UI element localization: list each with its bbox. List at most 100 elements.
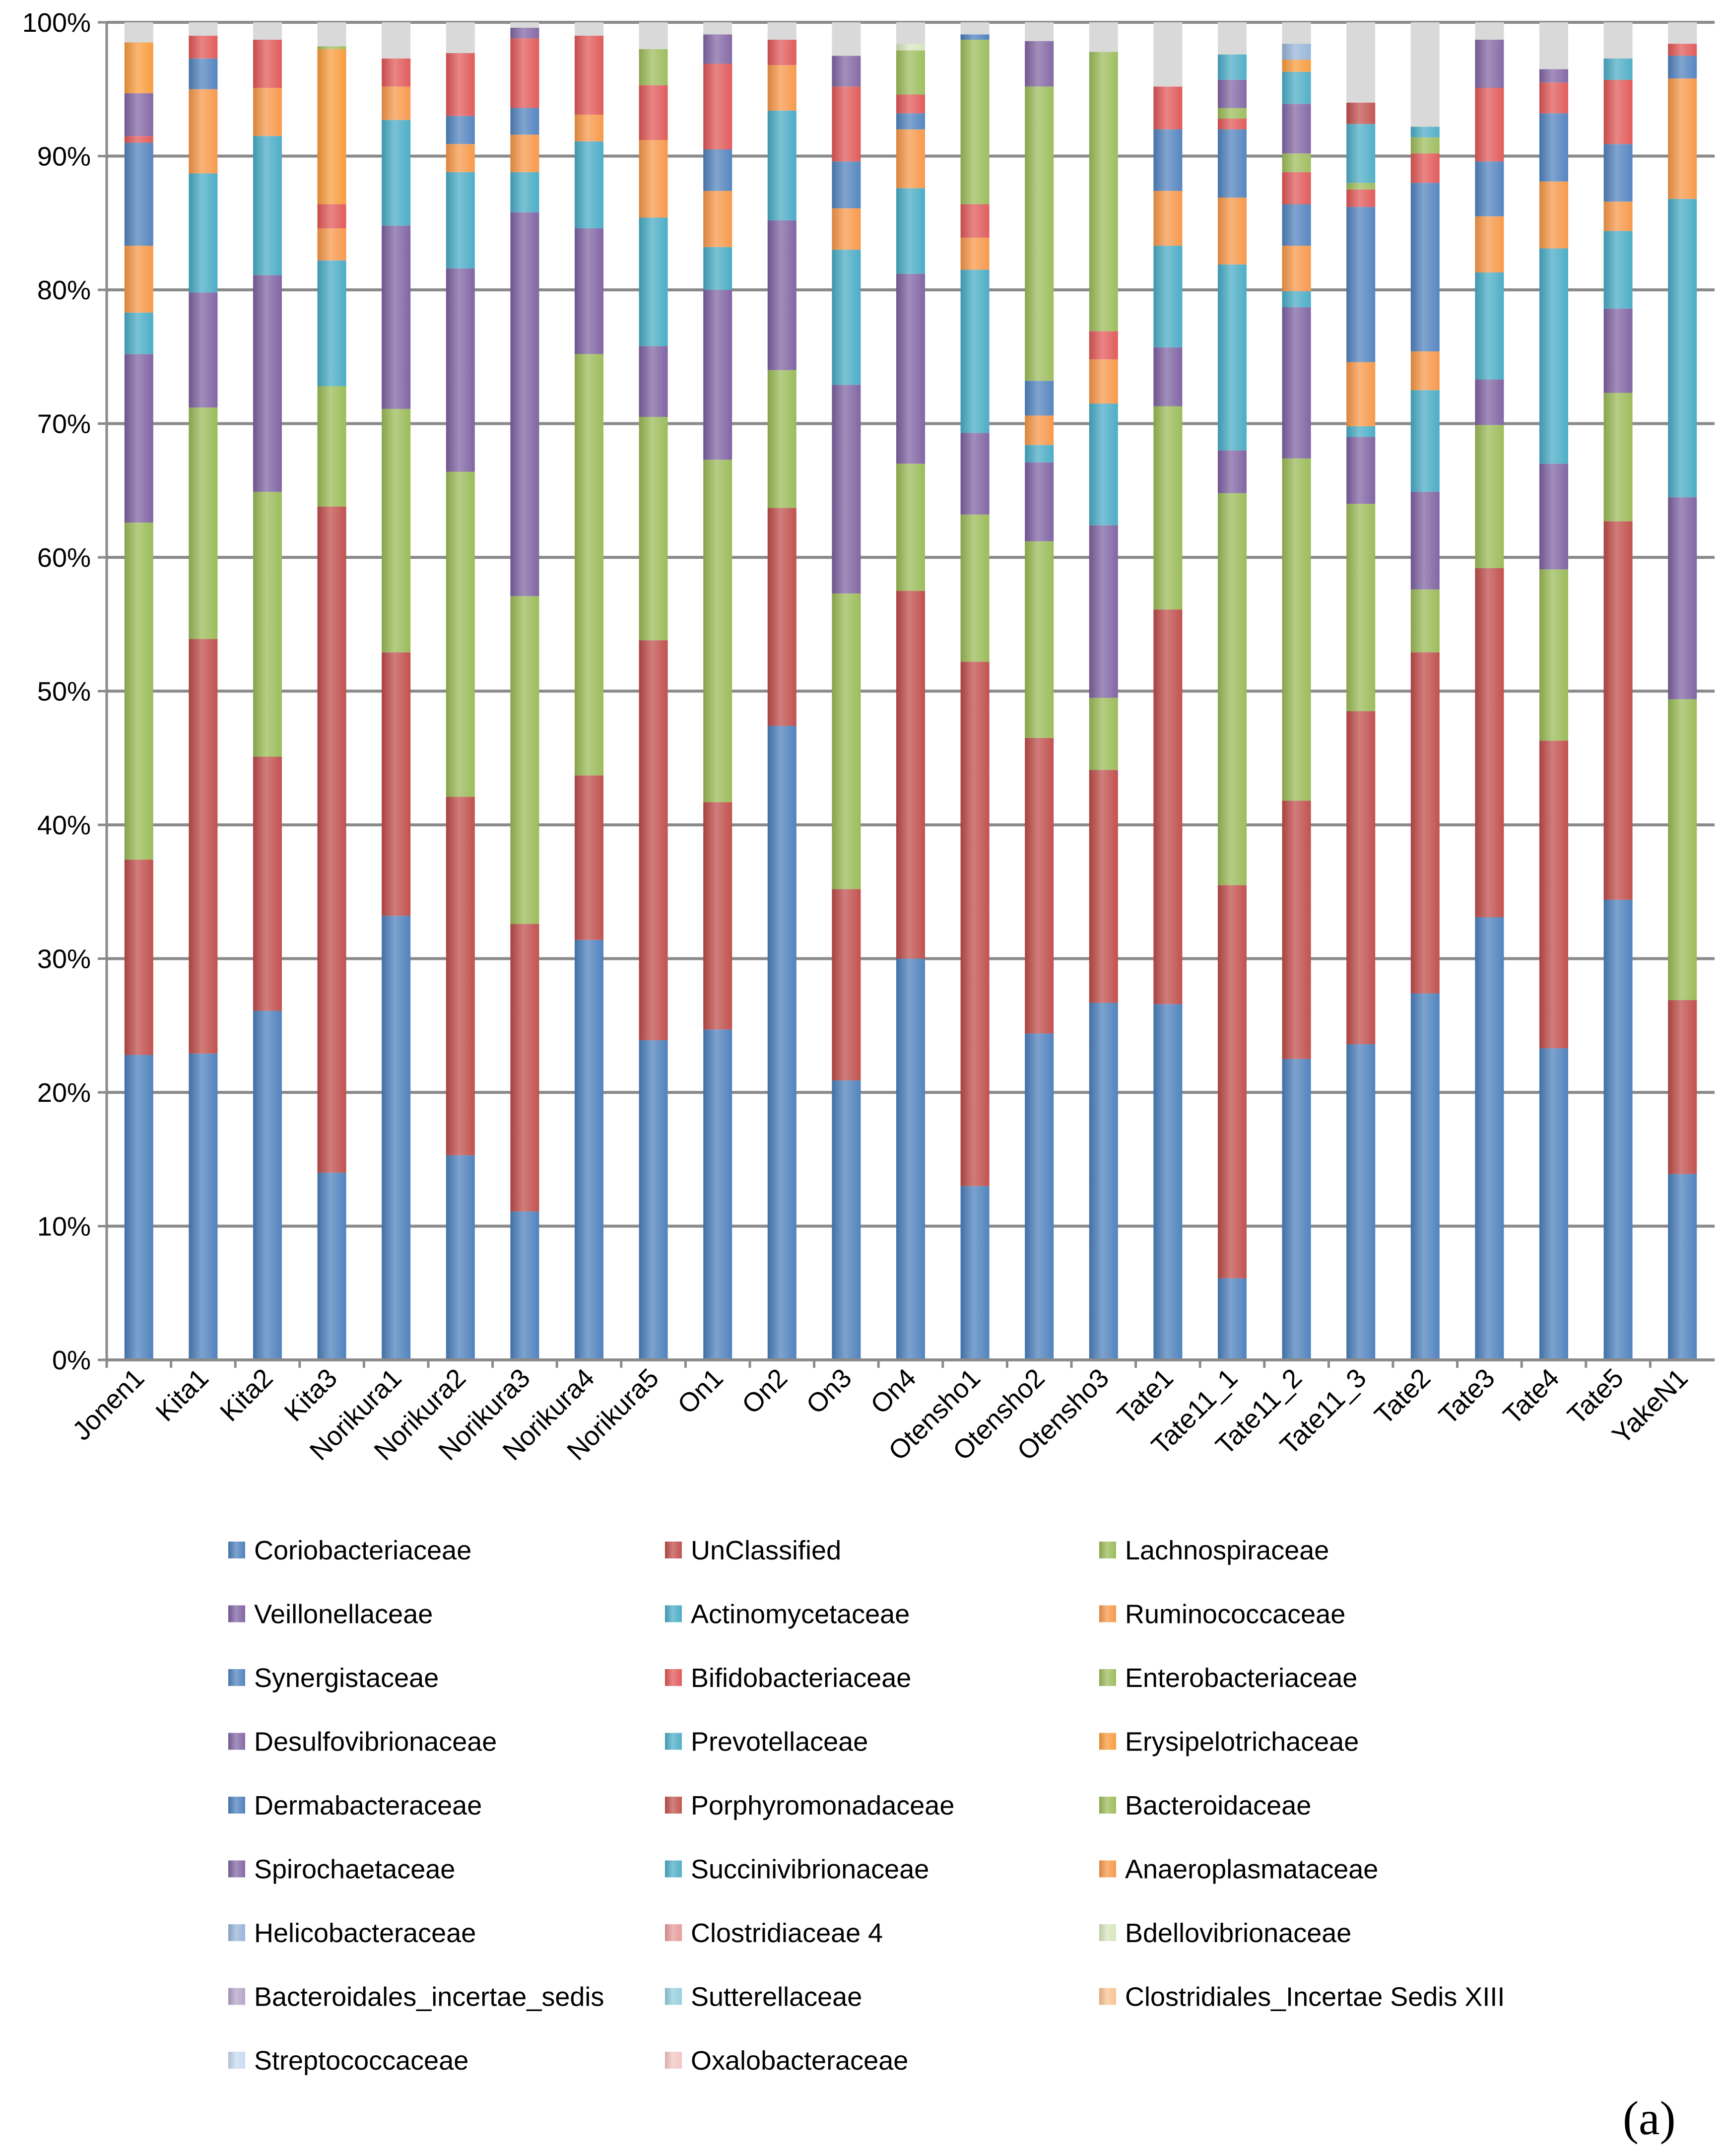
bar-segment-veillonellaceae xyxy=(189,292,218,408)
bar-segment-bifidobacteriaceae xyxy=(1089,331,1118,360)
bar-segment-enterobacteriaceae xyxy=(1218,108,1247,119)
bar-segment-bifidobacteriaceae xyxy=(1539,82,1568,114)
legend-swatch xyxy=(228,1605,245,1622)
bar-segment-remainder xyxy=(1153,22,1183,87)
bar-segment-ruminococcaceae xyxy=(1539,181,1568,249)
bar-segment-actinomycetaceae xyxy=(1475,272,1504,380)
bar-segment-bifidobacteriaceae xyxy=(960,204,990,238)
bar-segment-actinomycetaceae xyxy=(832,250,861,385)
bar-otensho1 xyxy=(960,22,990,1360)
x-tick-label: Tate2 xyxy=(1369,1363,1436,1430)
bar-segment-remainder xyxy=(767,22,796,40)
bar-segment-actinomycetaceae xyxy=(1025,445,1054,463)
bar-segment-unclassified xyxy=(703,802,732,1030)
bar-segment-remainder xyxy=(1218,22,1247,55)
legend-swatch xyxy=(1099,1988,1116,2005)
bar-segment-actinomycetaceae xyxy=(1089,404,1118,526)
bar-tate5 xyxy=(1603,22,1633,1360)
bar-segment-ruminococcaceae xyxy=(1025,415,1054,445)
bar-segment-bifidobacteriaceae xyxy=(703,64,732,150)
legend-swatch xyxy=(228,1797,245,1814)
legend-label: Veillonellaceae xyxy=(254,1600,433,1629)
bar-segment-ruminococcaceae xyxy=(124,246,153,313)
bar-segment-veillonellaceae xyxy=(1539,464,1568,570)
legend-item-dermabacteraceae: Dermabacteraceae xyxy=(228,1791,482,1820)
bar-segment-actinomycetaceae xyxy=(639,217,668,346)
legend-swatch xyxy=(665,1797,682,1814)
bar-segment-actinomycetaceae xyxy=(1668,199,1697,497)
legend-swatch xyxy=(228,1924,245,1941)
bar-segment-remainder xyxy=(189,22,218,36)
bar-otensho2 xyxy=(1025,22,1054,1360)
legend-swatch xyxy=(1099,1542,1116,1558)
legend-swatch xyxy=(1099,1924,1116,1941)
bar-segment-prevotellaceae xyxy=(1282,71,1311,104)
bar-segment-remainder xyxy=(960,22,990,35)
bar-kita1 xyxy=(189,22,218,1360)
legend-item-lachnospiraceae: Lachnospiraceae xyxy=(1099,1536,1329,1565)
legend-swatch xyxy=(228,1988,245,2005)
legend-swatch xyxy=(228,1542,245,1558)
bar-segment-veillonellaceae xyxy=(1282,307,1311,459)
legend-swatch xyxy=(1099,1733,1116,1750)
bar-segment-synergistaceae xyxy=(1153,129,1183,191)
bar-segment-lachnospiraceae xyxy=(703,460,732,803)
bar-segment-unclassified xyxy=(1668,1000,1697,1174)
bar-segment-lachnospiraceae xyxy=(1218,493,1247,885)
bar-segment-remainder xyxy=(1475,22,1504,40)
x-axis: Jonen1 Kita1 Kita2 Kita3Norikura1Norikura2N… xyxy=(67,1358,1715,1466)
x-tick-label: On3 xyxy=(800,1363,858,1420)
y-tick-label: 100% xyxy=(22,8,91,38)
bar-segment-unclassified xyxy=(1475,568,1504,917)
bar-segment-synergistaceae xyxy=(1475,161,1504,216)
bar-segment-bifidobacteriaceae xyxy=(1475,88,1504,162)
legend-label: Spirochaetaceae xyxy=(254,1855,455,1885)
bar-segment-synergistaceae xyxy=(703,149,732,191)
bar-segment-unclassified xyxy=(1282,801,1311,1059)
bar-segment-actinomycetaceae xyxy=(253,136,282,275)
bars xyxy=(124,22,1697,1360)
legend-item-ruminococcaceae: Ruminococcaceae xyxy=(1099,1600,1345,1629)
legend-item-coriobacteriaceae: Coriobacteriaceae xyxy=(228,1536,471,1565)
legend-item-helicobacteraceae: Helicobacteraceae xyxy=(228,1918,476,1948)
bar-segment-ruminococcaceae xyxy=(1282,246,1311,291)
bar-segment-bifidobacteriaceae xyxy=(1410,153,1440,183)
bar-segment-lachnospiraceae xyxy=(1025,541,1054,738)
legend-swatch xyxy=(665,1669,682,1686)
bar-segment-ruminococcaceae xyxy=(1218,198,1247,265)
bar-segment-coriobacteriaceae xyxy=(1282,1059,1311,1360)
bar-segment-bifidobacteriaceae xyxy=(189,35,218,59)
legend: Coriobacteriaceae UnClassified Lachnospira… xyxy=(228,1536,1505,2076)
bar-segment-veillonellaceae xyxy=(832,385,861,594)
bar-tate11-2 xyxy=(1282,22,1311,1360)
bar-segment-unclassified xyxy=(189,639,218,1054)
y-tick-label: 20% xyxy=(37,1078,91,1108)
legend-item-bacteroidaceae: Bacteroidaceae xyxy=(1099,1791,1311,1820)
bar-segment-coriobacteriaceae xyxy=(317,1172,346,1360)
bar-segment-enterobacteriaceae xyxy=(1346,183,1376,190)
bar-segment-bifidobacteriaceae xyxy=(1346,189,1376,207)
bar-segment-remainder xyxy=(1410,22,1440,127)
legend-label: Helicobacteraceae xyxy=(254,1918,476,1948)
bar-segment-actinomycetaceae xyxy=(189,173,218,293)
bar-segment-coriobacteriaceae xyxy=(1089,1003,1118,1360)
legend-item-anaeroplasmataceae: Anaeroplasmataceae xyxy=(1099,1855,1378,1885)
bar-segment-remainder xyxy=(575,22,603,36)
bar-segment-desulfovibrionaceae xyxy=(832,56,861,87)
bar-segment-lachnospiraceae xyxy=(510,596,539,924)
bar-segment-coriobacteriaceae xyxy=(1539,1048,1568,1360)
legend-item-unclassified: UnClassified xyxy=(665,1536,841,1565)
bar-segment-bifidobacteriaceae xyxy=(1282,172,1311,204)
bar-segment-synergistaceae xyxy=(1410,183,1440,351)
bar-segment-lachnospiraceae xyxy=(253,491,282,757)
bar-segment-veillonellaceae xyxy=(1603,308,1633,393)
bar-segment-helicobacteraceae xyxy=(1282,44,1311,60)
bar-segment-synergistaceae xyxy=(1282,204,1311,246)
bar-segment-coriobacteriaceae xyxy=(1218,1278,1247,1360)
legend-label: Erysipelotrichaceae xyxy=(1125,1727,1359,1757)
bar-tate4 xyxy=(1539,22,1568,1360)
bar-segment-synergistaceae xyxy=(1346,206,1376,362)
bar-segment-veillonellaceae xyxy=(1668,497,1697,699)
bar-segment-remainder xyxy=(896,22,925,44)
bar-segment-ruminococcaceae xyxy=(253,88,282,136)
